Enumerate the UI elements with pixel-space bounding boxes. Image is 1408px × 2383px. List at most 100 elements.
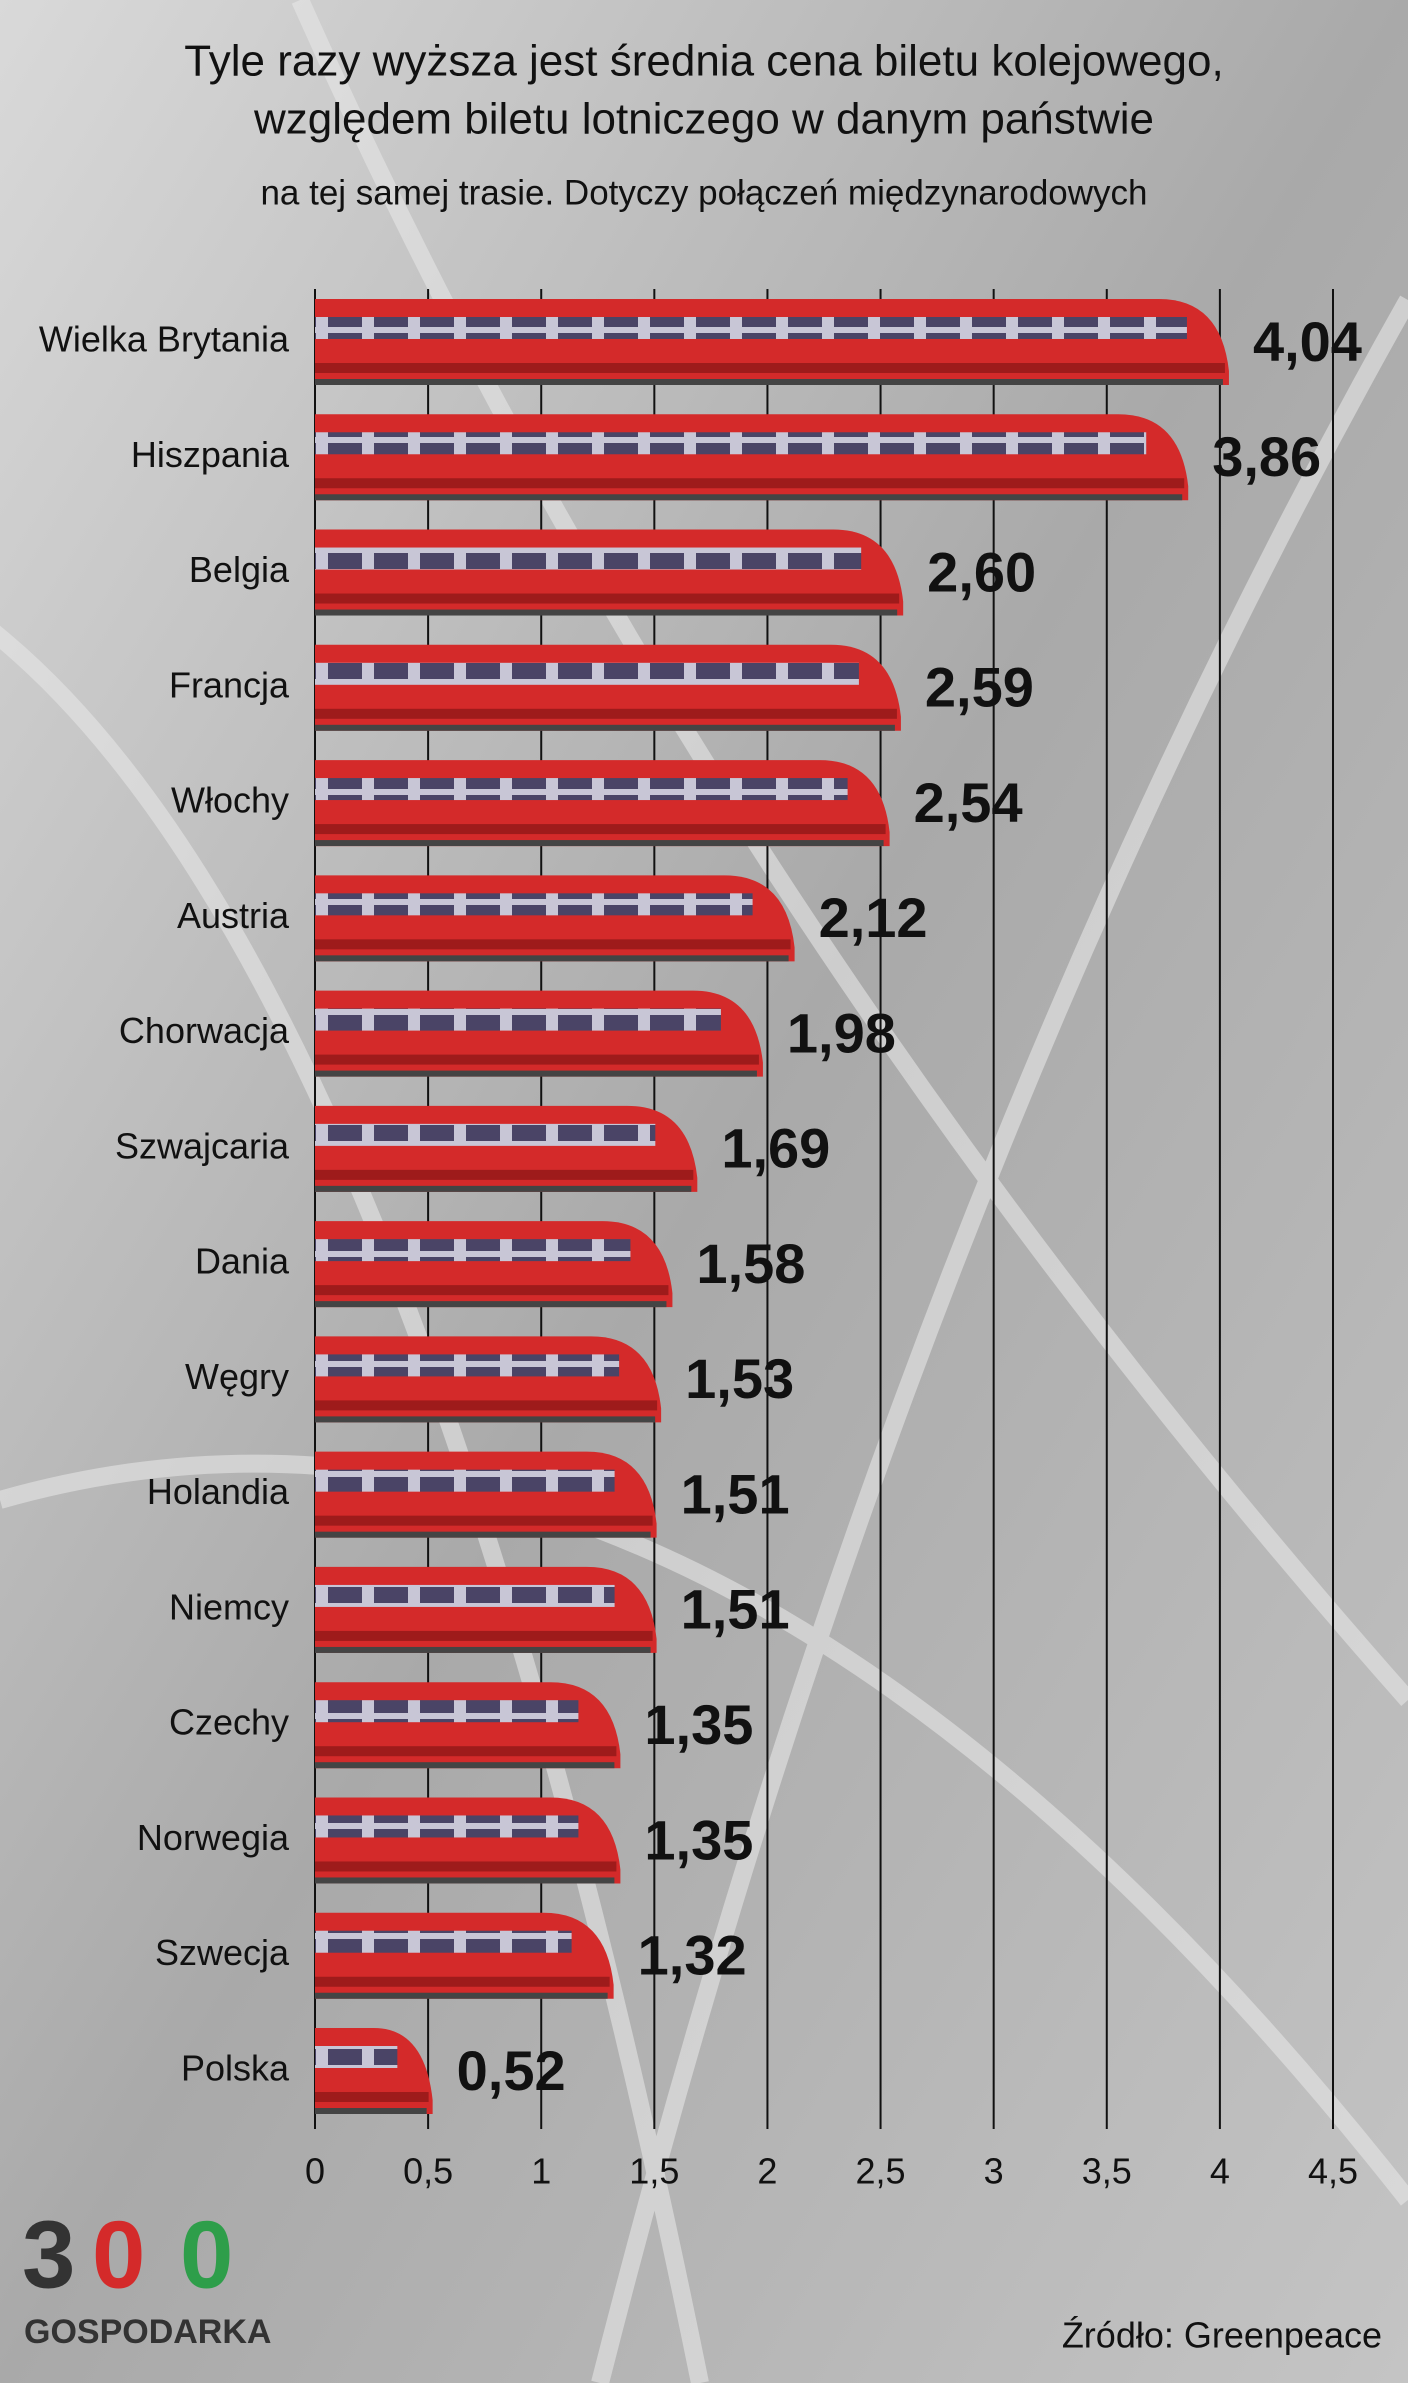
train-windows (315, 1700, 579, 1723)
train-underside (315, 1416, 656, 1423)
y-tick-label: Francja (169, 664, 290, 705)
data-label: 1,51 (681, 1578, 790, 1641)
y-tick-label: Czechy (169, 1702, 289, 1743)
x-tick-label: 1,5 (629, 2151, 679, 2192)
train-stripe (315, 1630, 653, 1641)
x-tick-label: 4,5 (1308, 2151, 1358, 2192)
y-tick-label: Węgry (185, 1356, 289, 1397)
y-tick-label: Chorwacja (119, 1010, 290, 1051)
train-stripe (315, 1054, 759, 1065)
y-tick-label: Austria (177, 895, 290, 936)
train-stripe (315, 1285, 669, 1296)
train-windows (315, 1008, 721, 1031)
y-tick-label: Hiszpania (131, 434, 290, 475)
train-windows (315, 1123, 656, 1146)
y-tick-label: Szwecja (155, 1932, 290, 1973)
train-stripe (315, 708, 897, 719)
train-underside (315, 1185, 692, 1192)
data-label: 3,86 (1212, 425, 1321, 488)
chart-title: Tyle razy wyższa jest średnia cena bilet… (184, 37, 1223, 86)
train-windows (315, 317, 1187, 339)
x-tick-label: 0 (305, 2151, 325, 2192)
data-label: 2,59 (925, 656, 1034, 719)
y-tick-label: Dania (195, 1241, 290, 1282)
train-underside (315, 1646, 651, 1653)
y-tick-label: Niemcy (169, 1586, 289, 1627)
chart-title: względem biletu lotniczego w danym państ… (253, 95, 1154, 144)
train-stripe (315, 478, 1185, 489)
train-windows (315, 662, 859, 685)
train-stripe (315, 939, 791, 950)
chart-subtitle: na tej samej trasie. Dotyczy połączeń mi… (260, 173, 1147, 212)
x-tick-label: 4 (1210, 2151, 1230, 2192)
logo-digit: 3 (22, 2201, 75, 2308)
train-stripe (315, 1169, 694, 1180)
train-underside (315, 724, 895, 731)
logo-digit: 0 (180, 2201, 233, 2308)
y-tick-label: Włochy (171, 780, 289, 821)
data-label: 1,58 (696, 1232, 805, 1295)
data-label: 1,51 (681, 1462, 790, 1525)
x-tick-label: 1 (531, 2151, 551, 2192)
data-label: 1,53 (685, 1347, 794, 1410)
logo-digit: 0 (92, 2201, 145, 2308)
train-underside (315, 1301, 667, 1308)
data-label: 0,52 (457, 2039, 566, 2102)
y-tick-label: Belgia (189, 549, 290, 590)
train-underside (315, 609, 898, 616)
x-tick-label: 0,5 (403, 2151, 453, 2192)
x-tick-label: 2,5 (856, 2151, 906, 2192)
train-stripe (315, 363, 1225, 373)
x-tick-label: 2 (757, 2151, 777, 2192)
train-stripe (315, 1746, 617, 1757)
data-label: 1,69 (721, 1117, 830, 1180)
train-windows (315, 1239, 631, 1262)
train-stripe (315, 1515, 653, 1526)
data-label: 1,35 (644, 1808, 753, 1871)
train-underside (315, 1992, 608, 1999)
train-underside (315, 1877, 615, 1884)
data-label: 1,98 (787, 1001, 896, 1064)
data-label: 2,60 (927, 540, 1036, 603)
data-label: 2,54 (914, 771, 1023, 834)
train-windows (315, 1930, 572, 1953)
data-label: 1,35 (644, 1693, 753, 1756)
train-stripe (315, 824, 886, 835)
y-tick-label: Polska (181, 2048, 290, 2089)
train-windows (315, 1354, 620, 1377)
data-label: 1,32 (638, 1924, 747, 1987)
x-tick-label: 3,5 (1082, 2151, 1132, 2192)
y-tick-label: Norwegia (137, 1817, 290, 1858)
train-windows (315, 2046, 398, 2068)
data-label: 4,04 (1253, 310, 1362, 373)
logo-name: GOSPODARKA (24, 2313, 271, 2351)
train-windows (315, 547, 862, 570)
train-stripe (315, 1976, 610, 1987)
y-tick-label: Wielka Brytania (39, 319, 290, 360)
train-windows (315, 1584, 615, 1607)
source: Źródło: Greenpeace (1062, 2315, 1382, 2356)
train-underside (315, 494, 1183, 501)
x-tick-label: 3 (984, 2151, 1004, 2192)
train-stripe (315, 593, 900, 604)
train-underside (315, 955, 789, 962)
train-windows (315, 1469, 615, 1492)
train-stripe (315, 2092, 429, 2102)
train-underside (315, 2108, 427, 2114)
train-underside (315, 1762, 615, 1769)
data-label: 2,12 (819, 886, 928, 949)
train-windows (315, 893, 753, 916)
train-windows (315, 432, 1147, 455)
train-underside (315, 1070, 757, 1077)
train-stripe (315, 1400, 658, 1411)
y-tick-label: Szwajcaria (115, 1125, 290, 1166)
train-stripe (315, 1861, 617, 1872)
train-underside (315, 840, 884, 847)
train-underside (315, 379, 1223, 385)
train-underside (315, 1531, 651, 1538)
train-windows (315, 778, 848, 801)
y-tick-label: Holandia (147, 1471, 290, 1512)
train-windows (315, 1815, 579, 1838)
